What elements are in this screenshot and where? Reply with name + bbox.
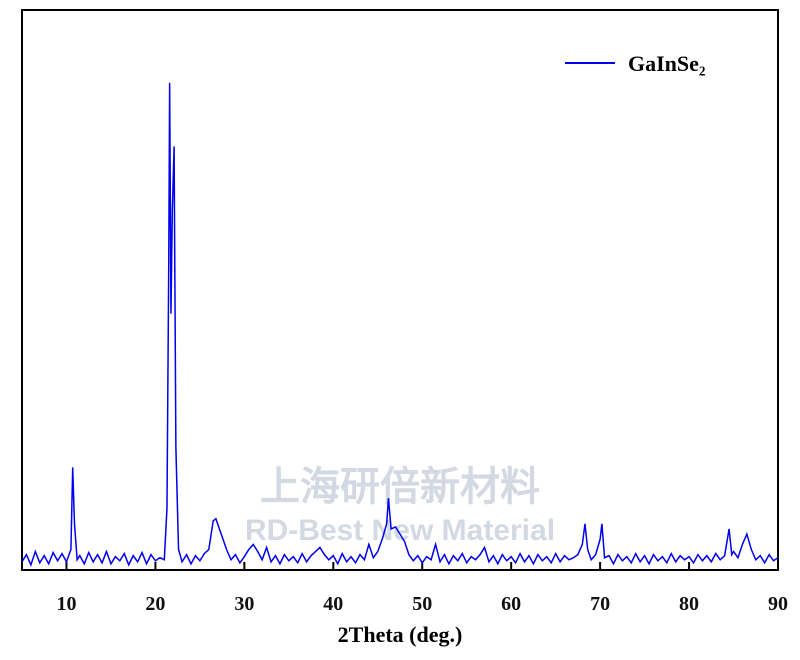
x-tick-label: 70 bbox=[590, 593, 610, 615]
watermark: 上海研倍新材料 bbox=[260, 464, 540, 510]
x-tick-label: 90 bbox=[768, 593, 788, 615]
x-tick-label: 60 bbox=[501, 593, 521, 615]
data-line bbox=[21, 82, 779, 567]
plot-frame bbox=[21, 9, 779, 571]
legend-label: GaInSe₂ bbox=[628, 51, 706, 76]
x-axis-label: 2Theta (deg.) bbox=[338, 622, 463, 647]
watermark: RD-Best New Material bbox=[245, 514, 555, 547]
x-tick-label: 80 bbox=[679, 593, 699, 615]
x-tick-label: 30 bbox=[234, 593, 254, 615]
x-tick-label: 20 bbox=[145, 593, 165, 615]
x-tick-label: 40 bbox=[323, 593, 343, 615]
x-tick-label: 10 bbox=[56, 593, 76, 615]
x-tick-label: 50 bbox=[412, 593, 432, 615]
